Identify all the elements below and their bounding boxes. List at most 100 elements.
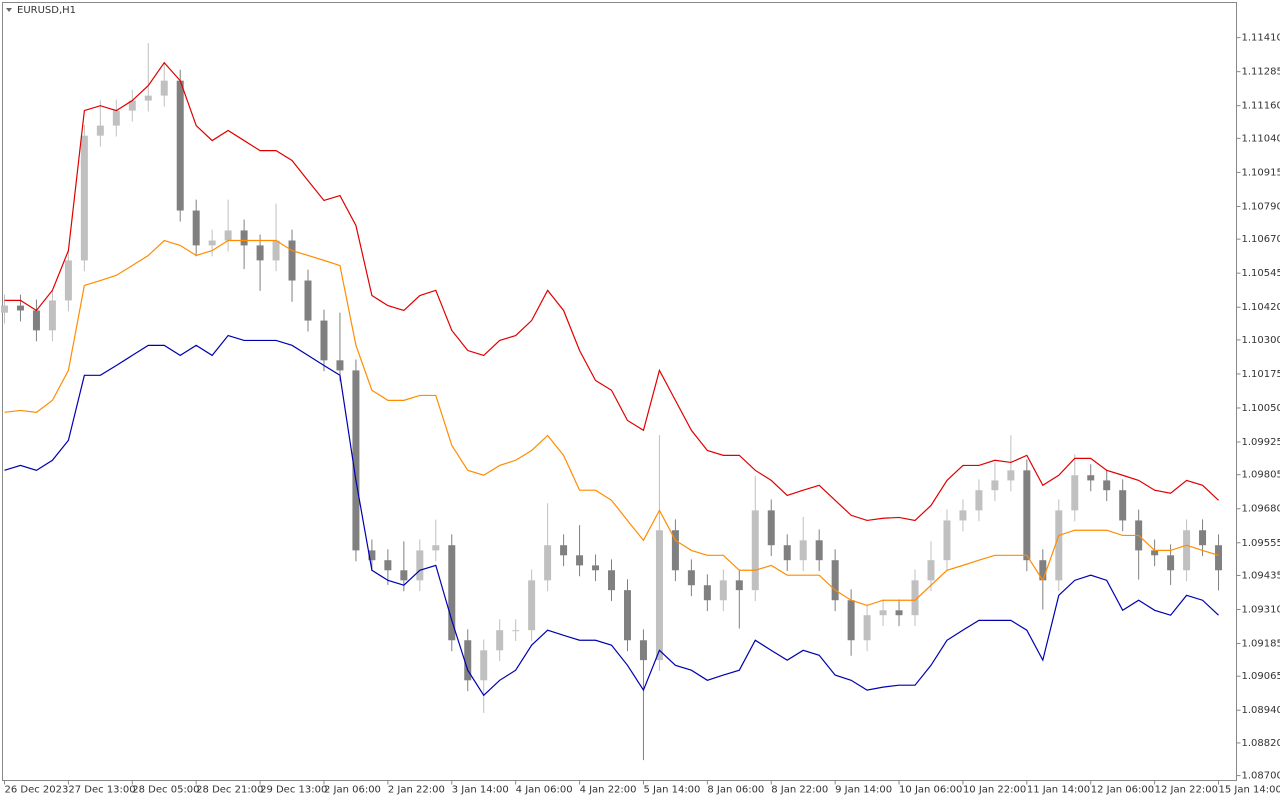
candle-body bbox=[927, 560, 935, 581]
candle-body bbox=[528, 580, 536, 631]
y-tick-label: 1.11410 bbox=[1242, 33, 1280, 44]
candle-body bbox=[1071, 475, 1079, 511]
candle-body bbox=[560, 545, 568, 556]
candle-body bbox=[671, 530, 679, 571]
y-tick-label: 1.10300 bbox=[1242, 335, 1280, 346]
x-tick-label: 29 Dec 13:00 bbox=[260, 785, 327, 796]
candle-body bbox=[480, 650, 488, 681]
y-tick-label: 1.08940 bbox=[1242, 705, 1280, 716]
y-tick-label: 1.09805 bbox=[1242, 470, 1280, 481]
candle-body bbox=[1167, 555, 1175, 571]
x-tick-label: 27 Dec 13:00 bbox=[68, 785, 135, 796]
candle-body bbox=[1103, 480, 1111, 491]
candle-body bbox=[991, 480, 999, 491]
candle-body bbox=[128, 100, 136, 111]
candle-body bbox=[767, 510, 775, 546]
candle-body bbox=[1151, 550, 1159, 556]
candle-body bbox=[240, 230, 248, 246]
candle-body bbox=[256, 245, 264, 261]
y-tick-label: 1.10670 bbox=[1242, 234, 1280, 245]
candle-body bbox=[1007, 470, 1015, 481]
x-tick-label: 15 Jan 14:00 bbox=[1219, 785, 1280, 796]
candle-body bbox=[911, 580, 919, 616]
candle-body bbox=[1087, 475, 1095, 481]
candle-body bbox=[368, 550, 376, 561]
x-tick-label: 12 Jan 06:00 bbox=[1091, 785, 1154, 796]
candle-body bbox=[96, 125, 104, 136]
chart-title: EURUSD,H1 bbox=[17, 5, 76, 16]
candle-body bbox=[144, 95, 152, 101]
band-line bbox=[4, 61, 1219, 522]
y-tick-label: 1.09310 bbox=[1242, 604, 1280, 615]
y-tick-label: 1.09680 bbox=[1242, 504, 1280, 515]
y-tick-label: 1.09065 bbox=[1242, 671, 1280, 682]
y-tick-label: 1.09435 bbox=[1242, 570, 1280, 581]
candle-body bbox=[400, 570, 408, 581]
candle-body bbox=[112, 110, 120, 126]
x-tick-label: 9 Jan 14:00 bbox=[835, 785, 892, 796]
y-tick-label: 1.10545 bbox=[1242, 268, 1280, 279]
x-tick-label: 8 Jan 06:00 bbox=[707, 785, 764, 796]
y-tick-label: 1.11160 bbox=[1242, 101, 1280, 112]
x-tick-label: 10 Jan 22:00 bbox=[963, 785, 1026, 796]
candle-body bbox=[1199, 530, 1207, 546]
candle-body bbox=[544, 545, 552, 581]
candle-body bbox=[176, 80, 184, 211]
candle-body bbox=[416, 550, 424, 581]
y-tick-label: 1.08820 bbox=[1242, 738, 1280, 749]
x-tick-label: 12 Jan 22:00 bbox=[1155, 785, 1218, 796]
candle-body bbox=[895, 610, 903, 616]
candle-body bbox=[272, 240, 280, 261]
candle-body bbox=[815, 540, 823, 561]
menu-triangle[interactable] bbox=[6, 8, 12, 12]
x-tick-label: 11 Jan 14:00 bbox=[1027, 785, 1090, 796]
x-tick-label: 26 Dec 2023 bbox=[4, 785, 68, 796]
candle-body bbox=[655, 530, 663, 661]
y-tick-label: 1.10050 bbox=[1242, 403, 1280, 414]
band-line bbox=[4, 239, 1219, 607]
candle-body bbox=[735, 580, 743, 591]
candle-body bbox=[1055, 510, 1063, 581]
candle-body bbox=[160, 80, 168, 96]
y-tick-label: 1.09925 bbox=[1242, 437, 1280, 448]
x-tick-label: 4 Jan 06:00 bbox=[516, 785, 573, 796]
candle-body bbox=[464, 640, 472, 681]
candle-body bbox=[1215, 545, 1223, 571]
candle-body bbox=[336, 360, 344, 371]
candle-body bbox=[64, 260, 72, 301]
candle-body bbox=[799, 540, 807, 561]
candle-body bbox=[1183, 530, 1191, 571]
candle-body bbox=[975, 490, 983, 511]
candle-body bbox=[512, 630, 520, 632]
candle-body bbox=[288, 240, 296, 281]
y-tick-label: 1.10420 bbox=[1242, 302, 1280, 313]
candle-body bbox=[16, 305, 24, 311]
x-tick-label: 28 Dec 21:00 bbox=[196, 785, 263, 796]
x-tick-label: 2 Jan 06:00 bbox=[324, 785, 381, 796]
y-tick-label: 1.09185 bbox=[1242, 639, 1280, 650]
x-tick-label: 2 Jan 22:00 bbox=[388, 785, 445, 796]
candle-body bbox=[719, 580, 727, 601]
x-tick-label: 10 Jan 06:00 bbox=[899, 785, 962, 796]
plot-frame bbox=[2, 2, 1237, 781]
candle-body bbox=[320, 320, 328, 361]
candle-body bbox=[80, 135, 88, 261]
candle-body bbox=[192, 210, 200, 246]
candle-body bbox=[783, 545, 791, 561]
y-tick-label: 1.10915 bbox=[1242, 167, 1280, 178]
y-tick-label: 1.09555 bbox=[1242, 538, 1280, 549]
y-tick-label: 1.10175 bbox=[1242, 369, 1280, 380]
candle-body bbox=[496, 630, 504, 651]
candle-body bbox=[352, 370, 360, 551]
x-tick-label: 28 Dec 05:00 bbox=[132, 785, 199, 796]
band-line bbox=[4, 334, 1219, 697]
candle-body bbox=[863, 615, 871, 641]
candle-body bbox=[847, 600, 855, 641]
candle-body bbox=[32, 310, 40, 331]
candle-body bbox=[576, 555, 584, 566]
candle-body bbox=[608, 570, 616, 591]
candle-body bbox=[639, 640, 647, 661]
candle-body bbox=[448, 545, 456, 641]
y-tick-label: 1.11285 bbox=[1242, 67, 1280, 78]
